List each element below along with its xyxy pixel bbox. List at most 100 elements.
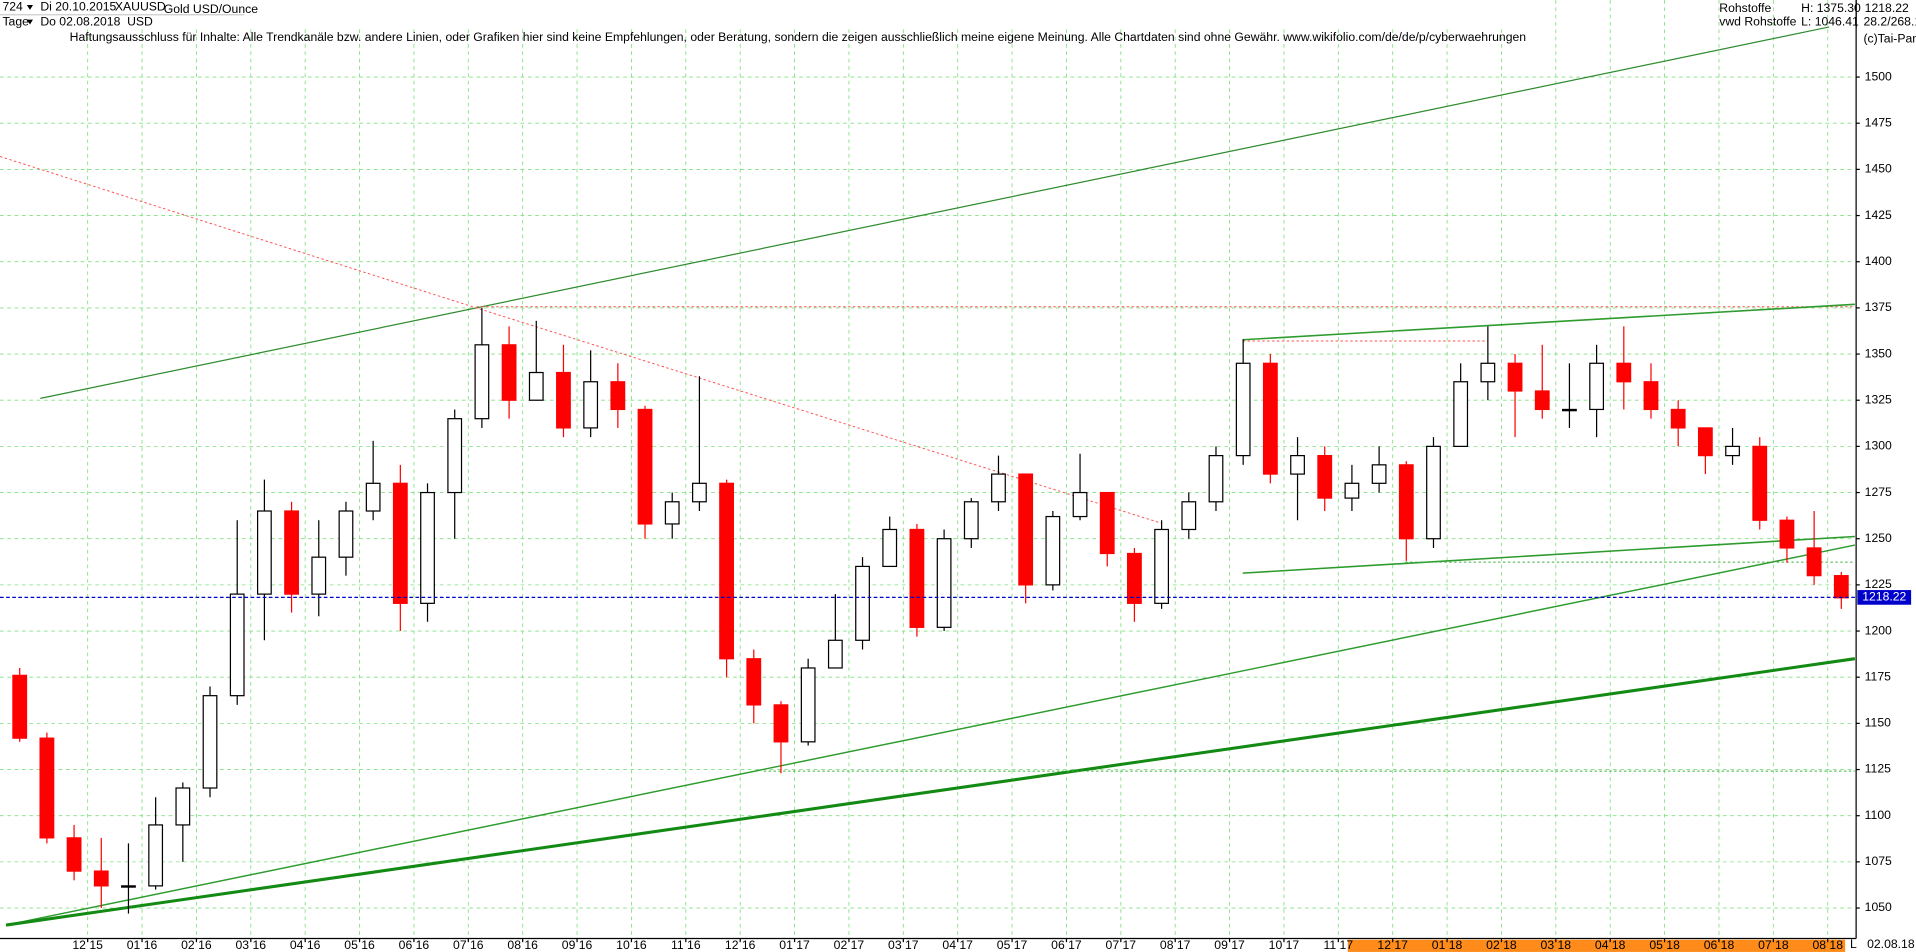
axis-end-date: 02.08.18 <box>1867 937 1915 951</box>
ratio-label: 28.2/268.1 <box>1863 14 1916 28</box>
x-tick-label: 01 16 <box>127 938 158 952</box>
candle-body <box>12 674 28 739</box>
candle-body <box>991 473 1006 503</box>
candle-body <box>1534 390 1550 411</box>
x-tick-label: 10 17 <box>1269 938 1300 952</box>
period: 724 <box>2 0 23 14</box>
candle-body <box>1290 455 1305 475</box>
y-tick-label: 1300 <box>1865 439 1892 453</box>
candle-body <box>311 556 327 595</box>
candle-body <box>909 528 925 628</box>
x-tick-label: 12 16 <box>725 938 756 952</box>
candle-body <box>691 482 707 503</box>
candle-body <box>447 418 463 494</box>
candle-body <box>256 510 272 595</box>
candle-body <box>1018 473 1034 586</box>
candle-body <box>202 695 218 789</box>
y-tick-label: 1125 <box>1865 762 1891 776</box>
x-tick-label: 02 17 <box>834 938 865 952</box>
x-tick-label: 09 16 <box>562 938 593 952</box>
candle-body <box>1697 427 1713 457</box>
y-tick-label: 1500 <box>1865 69 1892 83</box>
x-tick-label: 09 17 <box>1214 938 1245 952</box>
source: vwd Rohstoffe <box>1719 14 1796 28</box>
x-tick-label: 12 15 <box>72 938 103 952</box>
candle-body <box>66 837 82 872</box>
x-tick-label: 04 18 <box>1595 938 1626 952</box>
candle-body <box>1262 362 1278 475</box>
candle-body <box>338 510 354 558</box>
x-tick-label: 01 18 <box>1432 938 1463 952</box>
candle-body <box>664 501 680 525</box>
y-tick-label: 1475 <box>1865 115 1892 129</box>
last-price: 1218.22 <box>1865 1 1909 15</box>
candle-body <box>1099 491 1115 555</box>
candle-body <box>1072 491 1088 518</box>
candle-body <box>1779 519 1795 549</box>
disclaimer: Haftungsausschluss für Inhalte: Alle Tre… <box>70 30 1526 44</box>
y-tick-label: 1200 <box>1865 623 1892 637</box>
x-tick-label: 08 17 <box>1160 938 1191 952</box>
candle-body <box>719 482 735 660</box>
range-bar <box>1347 939 1846 952</box>
x-tick-label: 10 16 <box>616 938 647 952</box>
candle-body <box>855 565 870 641</box>
candle-body <box>1480 362 1496 383</box>
x-tick-label: 02 18 <box>1486 938 1517 952</box>
candle-body <box>1833 575 1849 599</box>
source: Rohstoffe <box>1719 1 1771 15</box>
x-tick-label: 03 18 <box>1541 938 1572 952</box>
x-tick-label: 05 17 <box>997 938 1028 952</box>
x-tick-label: 11 17 <box>1324 938 1354 952</box>
high-label: H: 1375.30 <box>1801 1 1861 15</box>
y-tick-label: 1375 <box>1865 300 1892 314</box>
candle-body <box>637 408 653 525</box>
x-tick-label: 06 17 <box>1051 938 1082 952</box>
candles: 1218.22 <box>0 307 1912 914</box>
candle-body <box>420 491 435 604</box>
x-tick-label: 07 18 <box>1758 938 1789 952</box>
candle-body <box>1127 552 1142 604</box>
candle-body <box>1725 445 1740 457</box>
candle-body <box>1344 482 1360 499</box>
candle-body <box>284 510 299 595</box>
candle-body <box>1317 455 1333 499</box>
x-tick-label: 06 18 <box>1704 938 1735 952</box>
symbol: XAUUSD <box>115 0 166 14</box>
candle-body <box>882 528 898 568</box>
y-tick-label: 1100 <box>1865 808 1891 822</box>
candle-body <box>583 381 599 429</box>
y-tick-label: 1275 <box>1865 485 1892 499</box>
axis-end-label: L <box>1850 937 1857 951</box>
x-tick-label: 07 17 <box>1106 938 1137 952</box>
x-tick-label: 02 16 <box>181 938 212 952</box>
candle-body <box>773 704 789 743</box>
candle-body <box>1235 362 1251 457</box>
x-tick-label: 05 18 <box>1649 938 1680 952</box>
candle-body <box>1589 362 1605 411</box>
candle-body <box>1045 515 1061 586</box>
y-tick-label: 1150 <box>1865 716 1891 730</box>
candle-body <box>39 737 55 839</box>
candle-body <box>1616 362 1632 383</box>
x-tick-label: 08 16 <box>507 938 538 952</box>
currency: USD <box>127 14 153 28</box>
candle-body <box>610 381 626 411</box>
chart-title: Gold USD/Ounce <box>164 2 258 16</box>
end-date: Do 02.08.2018 <box>40 14 120 28</box>
x-tick-label: 04 17 <box>942 938 973 952</box>
candle-body <box>1181 501 1197 531</box>
candle-body <box>121 885 136 888</box>
y-tick-label: 1050 <box>1865 900 1892 914</box>
y-tick-label: 1225 <box>1865 577 1892 591</box>
y-tick-label: 1350 <box>1865 346 1892 360</box>
candle-body <box>746 658 762 706</box>
y-tick-label: 1175 <box>1865 669 1891 683</box>
x-tick-label: 08 18 <box>1812 938 1843 952</box>
candle-body <box>1426 445 1441 540</box>
candle-body <box>1371 464 1387 484</box>
y-tick-label: 1325 <box>1865 392 1892 406</box>
